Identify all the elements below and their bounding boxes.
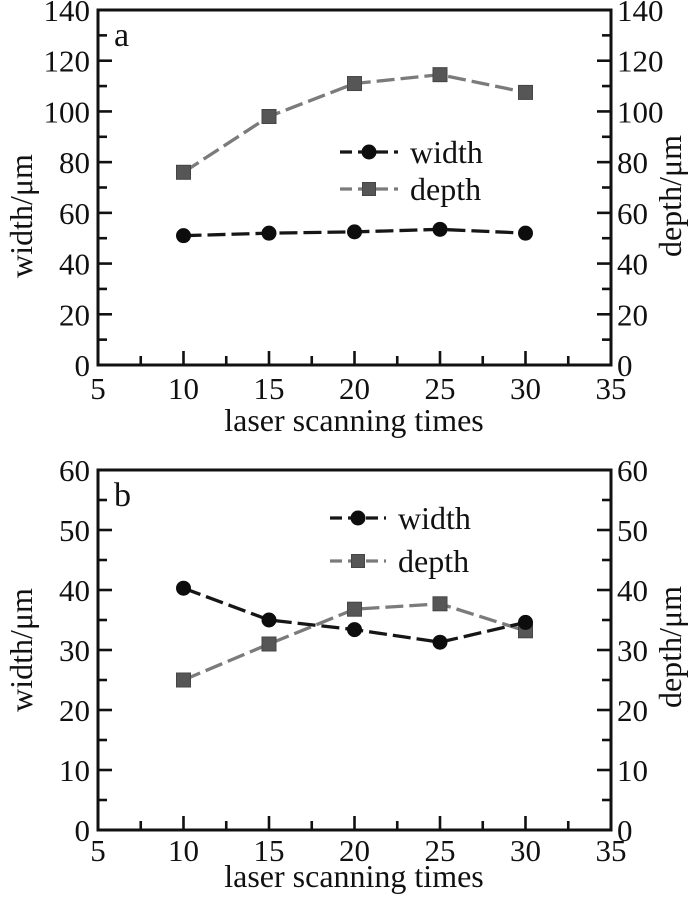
y-tick-label-right: 40: [617, 573, 648, 608]
y-tick-label-left: 60: [59, 453, 90, 488]
y-tick-label-left: 120: [44, 44, 91, 79]
legend-marker-depth: [351, 554, 365, 568]
legend-label-depth: depth: [410, 171, 481, 207]
chart-panel-b: 0 0 10 10 20 20 30 30 40 40 50 50 60 60 5 10 15 20 25 30 35 l…: [0, 450, 700, 901]
data-point-width: [176, 580, 191, 596]
y-tick-label-left: 10: [59, 753, 90, 788]
y-tick-label-right: 80: [617, 145, 648, 180]
data-point-depth: [176, 164, 191, 180]
chart-b-svg: 0 0 10 10 20 20 30 30 40 40 50 50 60 60 5 10 15 20 25 30 35 l…: [3, 453, 688, 894]
data-point-width: [518, 614, 533, 630]
x-tick-label: 35: [596, 833, 627, 868]
y-tick-label-right: 120: [617, 44, 664, 79]
x-axis-title: laser scanning times: [224, 402, 483, 438]
data-point-depth: [518, 84, 533, 100]
y-axis-title-left: width/μm: [3, 588, 39, 712]
x-tick-label: 15: [254, 833, 285, 868]
panel-label: b: [114, 477, 131, 514]
chart-panel-a: 0 0 20 20 40 40 60 60 80 80 100 100 120 120 140 140 5 10 1…: [0, 0, 700, 450]
y-tick-label-right: 100: [617, 94, 664, 129]
x-tick-label: 5: [90, 833, 106, 868]
x-tick-label: 30: [510, 371, 541, 406]
y-tick-label-left: 40: [59, 573, 90, 608]
y-tick-label-right: 60: [617, 196, 648, 231]
x-tick-label: 10: [168, 371, 199, 406]
y-tick-label-left: 0: [75, 348, 91, 383]
legend-marker-width: [350, 510, 366, 526]
data-point-width: [347, 622, 362, 638]
legend-label-width: width: [410, 134, 483, 170]
x-axis-title: laser scanning times: [224, 858, 483, 894]
plot-frame: [96, 468, 613, 832]
data-point-width: [347, 224, 362, 240]
chart-a-svg: 0 0 20 20 40 40 60 60 80 80 100 100 120 120 140 140 5 10 1…: [3, 0, 688, 438]
panel-label: a: [114, 17, 129, 54]
x-tick-label: 25: [425, 371, 456, 406]
y-tick-label-left: 20: [59, 297, 90, 332]
legend-label-width: width: [398, 500, 471, 536]
y-axis-title-right: depth/μm: [652, 586, 688, 708]
y-tick-label-left: 0: [75, 813, 91, 848]
y-tick-label-right: 0: [617, 813, 633, 848]
plot-frame: [96, 8, 613, 367]
data-point-width: [432, 634, 448, 650]
legend-marker-width: [361, 144, 377, 160]
x-tick-label: 20: [339, 371, 370, 406]
y-tick-label-right: 10: [617, 753, 648, 788]
data-point-width: [176, 228, 191, 244]
data-point-depth: [261, 109, 277, 124]
x-tick-label: 5: [90, 371, 106, 406]
x-tick-label: 10: [168, 833, 199, 868]
x-tick-label: 20: [339, 833, 370, 868]
y-tick-label-left: 50: [59, 513, 90, 548]
data-point-depth: [261, 636, 277, 652]
y-axis-title-left: width/μm: [3, 154, 39, 278]
data-point-depth: [347, 601, 362, 617]
data-point-width: [261, 612, 277, 628]
y-tick-label-right: 140: [617, 0, 664, 28]
x-tick-label: 25: [425, 833, 456, 868]
legend-marker-depth: [362, 182, 376, 196]
data-point-width: [518, 225, 533, 241]
y-tick-label-right: 60: [617, 453, 648, 488]
x-tick-label: 30: [510, 833, 541, 868]
y-tick-label-right: 30: [617, 633, 648, 668]
x-tick-label: 15: [254, 371, 285, 406]
data-point-depth: [432, 596, 448, 612]
y-tick-label-right: 20: [617, 693, 648, 728]
y-tick-label-right: 0: [617, 348, 633, 383]
data-point-width: [261, 225, 277, 241]
data-point-depth: [347, 76, 362, 92]
y-tick-label-right: 20: [617, 297, 648, 332]
y-tick-label-left: 80: [59, 145, 90, 180]
y-tick-label-right: 50: [617, 513, 648, 548]
x-tick-label: 35: [596, 371, 627, 406]
y-tick-label-left: 40: [59, 247, 90, 282]
data-point-depth: [432, 67, 448, 83]
data-point-depth: [176, 672, 191, 688]
y-tick-label-right: 40: [617, 247, 648, 282]
y-tick-label-left: 140: [44, 0, 91, 28]
legend: width depth: [330, 500, 471, 579]
y-tick-label-left: 60: [59, 196, 90, 231]
data-point-width: [432, 221, 448, 237]
y-tick-label-left: 100: [44, 94, 91, 129]
y-tick-label-left: 20: [59, 693, 90, 728]
y-axis-title-right: depth/μm: [652, 135, 688, 257]
legend-label-depth: depth: [398, 543, 469, 579]
y-tick-label-left: 30: [59, 633, 90, 668]
